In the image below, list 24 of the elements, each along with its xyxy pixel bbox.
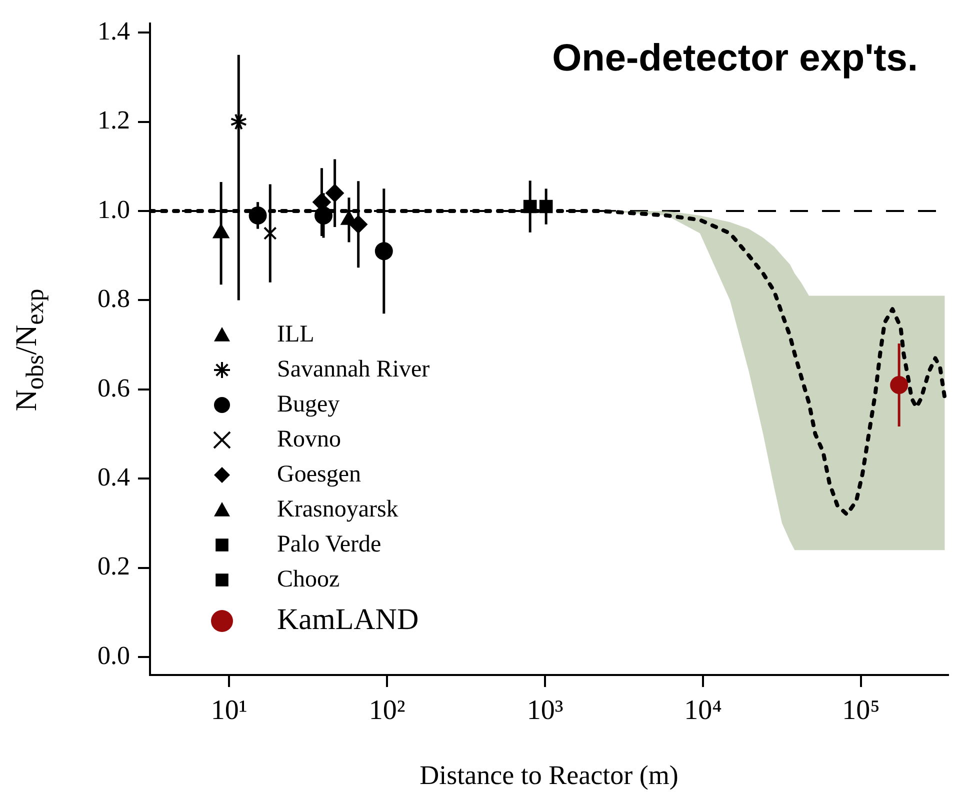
- legend-label: KamLAND: [277, 602, 419, 636]
- y-tick-label: 0.4: [98, 462, 130, 492]
- legend-label: Savannah River: [277, 356, 430, 382]
- y-tick-label: 1.4: [98, 16, 130, 46]
- legend-label: Chooz: [277, 566, 340, 592]
- legend-label: Krasnoyarsk: [277, 496, 398, 522]
- x-axis-title: Distance to Reactor (m): [420, 760, 678, 790]
- legend-label: ILL: [277, 321, 314, 348]
- legend-label: Bugey: [277, 391, 340, 418]
- y-tick-label: 0.8: [98, 284, 130, 314]
- y-tick-label: 0.0: [98, 640, 130, 670]
- y-tick-label: 1.0: [98, 194, 130, 224]
- x-tick-label: 10¹: [210, 695, 248, 726]
- y-tick-label: 0.2: [98, 552, 130, 581]
- legend-label: Goesgen: [277, 461, 361, 488]
- x-tick-label: 10³: [526, 695, 564, 726]
- legend-label: Palo Verde: [277, 531, 382, 558]
- legend-label: Rovno: [277, 426, 342, 452]
- y-tick-label: 1.2: [98, 106, 130, 135]
- y-tick-label: 0.6: [98, 373, 130, 402]
- chart-title: One-detector exp'ts.: [552, 37, 918, 80]
- x-tick-label: 10⁵: [842, 695, 880, 726]
- x-tick-label: 10⁴: [684, 695, 722, 726]
- x-tick-label: 10²: [368, 695, 406, 726]
